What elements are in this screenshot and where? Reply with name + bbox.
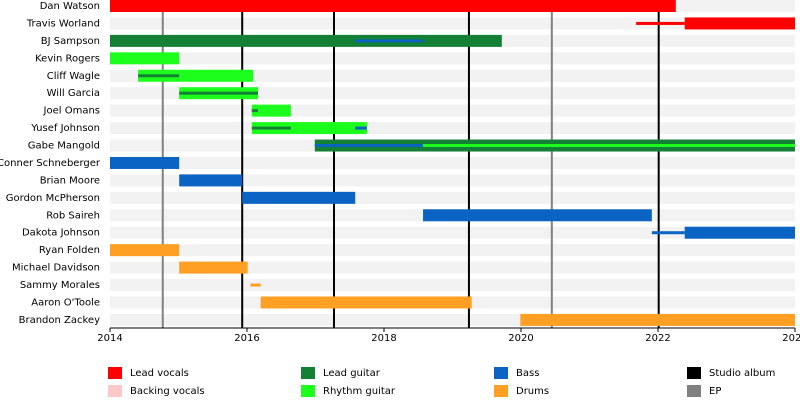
tenure-bar (138, 74, 180, 78)
member-name: Brian Moore (40, 175, 100, 186)
member-name: Ryan Folden (39, 245, 100, 256)
tenure-bar (314, 144, 424, 148)
member-name: Gabe Mangold (28, 141, 100, 152)
tenure-bar (110, 0, 676, 12)
tenure-bar (314, 144, 795, 148)
tenure-bar (110, 34, 502, 47)
tenure-bar (260, 296, 472, 309)
tenure-bar (651, 231, 685, 235)
legend-label: EP (709, 386, 721, 397)
legend-label: Backing vocals (130, 386, 205, 397)
member-name: Brandon Zackey (19, 315, 100, 326)
legend-swatch (494, 385, 508, 397)
member-name: Conner Schneberger (0, 158, 101, 169)
member-name: Travis Worland (26, 18, 100, 29)
row-band (110, 261, 795, 274)
legend-swatch (301, 385, 315, 397)
row-band (110, 226, 795, 239)
legend-label: Bass (516, 368, 539, 379)
member-name: Rob Saireh (46, 210, 100, 221)
member-name: Kevin Rogers (35, 53, 100, 64)
row-band (110, 104, 795, 117)
member-name: Dakota Johnson (22, 228, 100, 239)
legend-swatch (108, 385, 122, 397)
row-band (110, 69, 795, 82)
tenure-bar (355, 126, 367, 130)
row-band (110, 17, 795, 30)
member-name: Gordon McPherson (6, 193, 100, 204)
legend-swatch (687, 367, 701, 379)
legend-label: Lead vocals (130, 368, 189, 379)
member-name: BJ Sampson (41, 36, 100, 47)
tenure-bar (355, 39, 424, 43)
tenure-bar (250, 283, 261, 287)
tenure-bar (251, 126, 291, 130)
row-band (110, 279, 795, 292)
legend-label: Rhythm guitar (323, 386, 396, 397)
tenure-bar (251, 122, 367, 135)
member-name: Sammy Morales (20, 280, 100, 291)
tenure-bar (684, 226, 795, 239)
tenure-bar (636, 21, 685, 25)
tenure-bar (179, 91, 258, 95)
member-name: Aaron O'Toole (31, 297, 100, 308)
x-tick-label: 2016 (234, 333, 259, 344)
row-band (110, 87, 795, 100)
member-name: Will Garcia (47, 88, 100, 99)
row-band (110, 122, 795, 135)
member-name: Yusef Johnson (30, 123, 100, 134)
x-tick-label: 2020 (508, 333, 533, 344)
legend-label: Drums (516, 386, 549, 397)
tenure-bar (251, 109, 258, 113)
x-tick-label: 2024 (782, 333, 800, 344)
legend-swatch (301, 367, 315, 379)
legend-label: Studio album (709, 368, 775, 379)
x-tick-label: 2014 (97, 333, 122, 344)
legend-label: Lead guitar (323, 368, 381, 379)
tenure-bar (138, 69, 254, 82)
member-name: Joel Omans (43, 106, 100, 117)
member-name: Dan Watson (40, 1, 100, 12)
tenure-bar (242, 191, 356, 204)
x-tick-label: 2018 (371, 333, 396, 344)
row-band (110, 52, 795, 65)
row-band (110, 244, 795, 257)
row-band (110, 174, 795, 187)
tenure-bar (110, 52, 180, 65)
legend-swatch (494, 367, 508, 379)
tenure-bar (179, 174, 243, 187)
tenure-bar (110, 156, 180, 169)
tenure-bar (684, 17, 795, 30)
tenure-bar (520, 313, 795, 326)
tenure-bar (423, 209, 652, 222)
member-name: Michael Davidson (12, 263, 100, 274)
member-name: Cliff Wagle (47, 71, 100, 82)
x-tick-label: 2022 (645, 333, 670, 344)
tenure-bar (110, 244, 180, 257)
row-band (110, 191, 795, 204)
legend-swatch (108, 367, 122, 379)
tenure-bar (251, 104, 291, 117)
legend-swatch (687, 385, 701, 397)
row-band (110, 156, 795, 169)
tenure-bar (179, 261, 248, 274)
